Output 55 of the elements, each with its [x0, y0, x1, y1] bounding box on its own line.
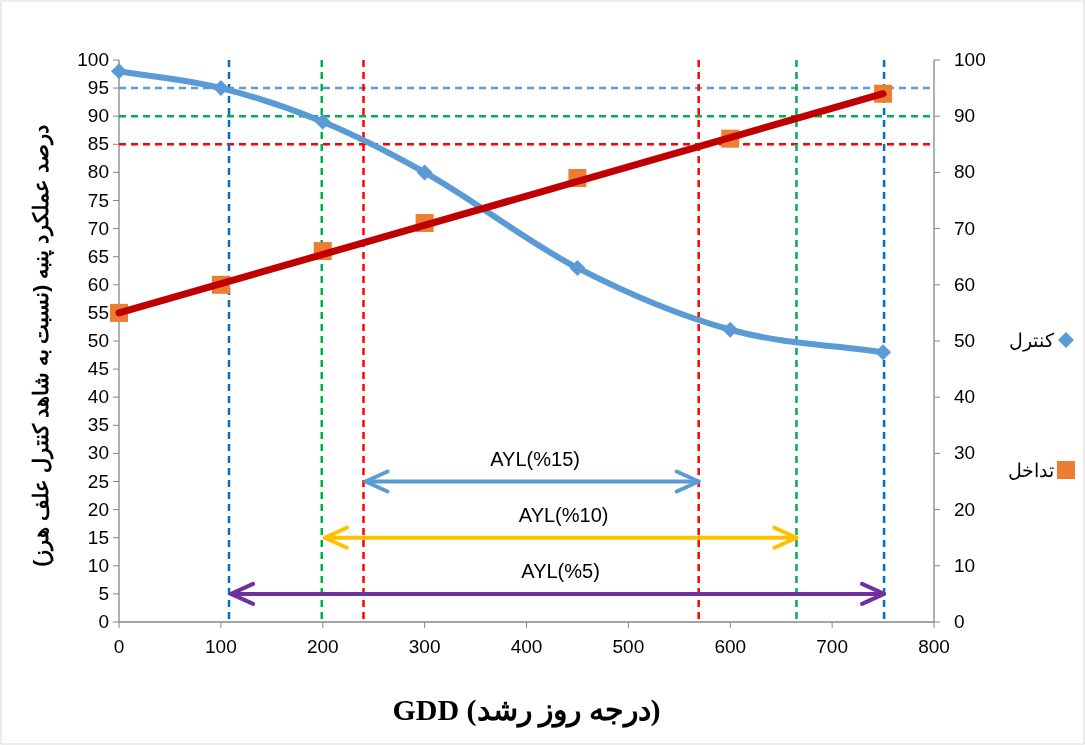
legend-label: تداخل — [1008, 460, 1054, 481]
y-tick-label: 5 — [98, 582, 109, 604]
y-tick-label: 80 — [87, 161, 109, 183]
x-tick-label: 0 — [113, 636, 125, 657]
y-tick-label: 10 — [87, 554, 109, 576]
legend-label: کنترل — [1009, 330, 1055, 352]
x-tick-label: 800 — [918, 636, 950, 657]
y-tick-label: 30 — [87, 442, 109, 464]
y2-tick-label: 20 — [954, 498, 976, 520]
annotation: AYL(%10) — [518, 503, 609, 526]
y-axis-title: درصد عملکرد پنبه (نسبت به شاهد کنترل علف هرز) — [29, 125, 54, 567]
annotation: AYL(%15) — [490, 447, 580, 470]
point — [722, 321, 739, 338]
y2-tick-label: 80 — [954, 161, 976, 183]
y-tick-label: 65 — [87, 245, 109, 267]
x-axis-title: GDD (درجه روز رشد) — [392, 693, 661, 728]
x-tick-label: 500 — [612, 636, 645, 657]
x-tick-label: 100 — [205, 636, 237, 657]
x-tick-label: 300 — [408, 636, 441, 657]
y-tick-label: 70 — [87, 217, 109, 239]
y-tick-label: 90 — [87, 105, 109, 127]
point — [416, 164, 433, 181]
y2-tick-label: 40 — [954, 386, 976, 408]
y2-tick-label: 50 — [954, 330, 976, 351]
y-tick-label: 50 — [87, 330, 109, 351]
point — [875, 344, 892, 361]
y2-tick-label: 90 — [954, 105, 976, 127]
point — [111, 63, 127, 80]
point — [212, 80, 229, 97]
x-tick-label: 400 — [510, 636, 543, 657]
y2-tick-label: 30 — [954, 442, 976, 464]
y-tick-label: 35 — [87, 414, 109, 436]
x-tick-label: 700 — [816, 636, 848, 657]
point — [314, 113, 331, 130]
x-tick-label: 600 — [714, 636, 747, 657]
y2-tick-label: 60 — [954, 273, 976, 295]
y-tick-label: 45 — [87, 358, 109, 380]
y2-tick-label: 100 — [954, 49, 986, 70]
y2-tick-label: 0 — [954, 611, 965, 632]
y-tick-label: 55 — [87, 301, 109, 323]
y-tick-label: 100 — [77, 49, 109, 70]
y-tick-label: 95 — [87, 77, 109, 99]
y2-tick-label: 70 — [954, 217, 976, 239]
y-tick-label: 75 — [87, 189, 109, 211]
y-tick-label: 0 — [98, 611, 109, 632]
y2-tick-label: 10 — [954, 554, 976, 576]
y-tick-label: 85 — [87, 133, 109, 155]
point — [569, 259, 586, 276]
y-tick-label: 20 — [87, 498, 109, 520]
x-tick-label: 200 — [306, 636, 339, 657]
y-tick-label: 40 — [87, 386, 109, 408]
y-tick-label: 25 — [87, 470, 109, 492]
annotation: AYL(%5) — [521, 559, 600, 582]
y-tick-label: 60 — [87, 273, 109, 295]
y-tick-label: 15 — [87, 526, 109, 548]
